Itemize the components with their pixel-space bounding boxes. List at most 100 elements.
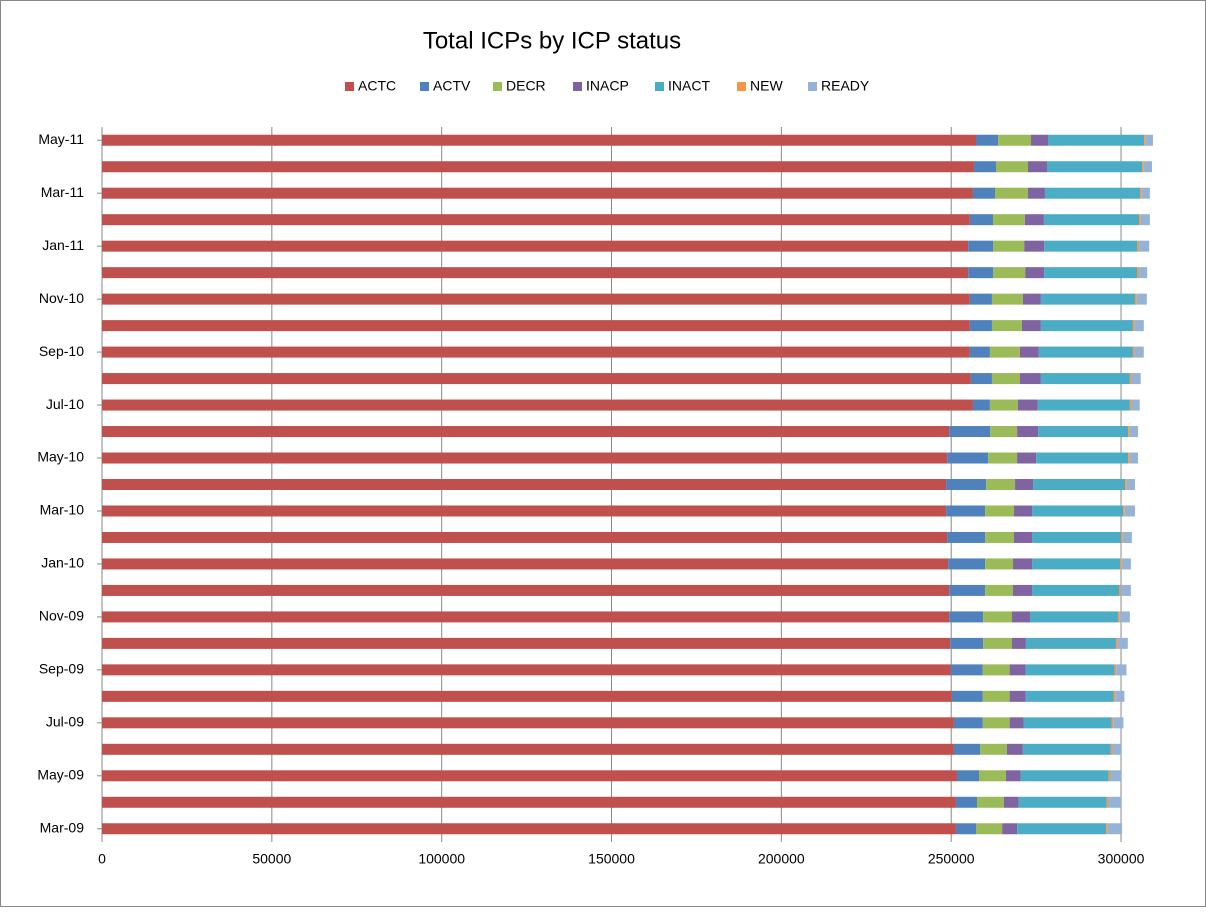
bar-segment	[102, 134, 976, 146]
bar-segment	[1129, 452, 1139, 464]
bar-segment	[991, 293, 1023, 305]
y-tick-label: Jul-10	[46, 396, 84, 412]
bar-segment	[949, 611, 984, 623]
bar-segment	[1009, 664, 1026, 676]
bar-segment	[1132, 320, 1135, 332]
bar-segment	[1038, 346, 1133, 358]
bar-segment	[983, 611, 1012, 623]
legend-swatch	[573, 82, 582, 91]
bar-segment	[1119, 611, 1130, 623]
bar-segment	[982, 717, 1010, 729]
bar-segment	[1019, 346, 1039, 358]
x-tick-label: 250000	[928, 851, 975, 867]
bar-segment	[1020, 770, 1109, 782]
bar-segment	[102, 479, 947, 490]
bar-segment	[1017, 426, 1039, 438]
bar-segment	[1113, 717, 1124, 729]
bar-segment	[1002, 823, 1018, 835]
bar-segment	[1122, 531, 1132, 543]
bar-segment	[1110, 770, 1122, 782]
bar-segment	[955, 796, 978, 808]
bar-segment	[102, 187, 973, 199]
bar-segment	[102, 796, 956, 808]
x-tick-label: 50000	[252, 851, 291, 867]
bar-segment	[1134, 320, 1144, 332]
bar-segment	[1036, 452, 1129, 464]
bar-segment	[1019, 373, 1041, 385]
bar-segment	[983, 637, 1012, 649]
bar-segment	[950, 664, 983, 676]
bar-segment	[1027, 187, 1045, 199]
bar-segment	[1106, 796, 1109, 808]
bar-segment	[953, 717, 983, 729]
bar-segment	[1024, 214, 1044, 226]
bar-segment	[953, 743, 981, 755]
y-tick-label: May-11	[38, 131, 84, 147]
bar-segment	[1038, 426, 1129, 438]
bar-segment	[975, 823, 1003, 835]
bar-segment	[1144, 134, 1146, 146]
bar-segment	[1111, 717, 1114, 729]
bar-segment	[1009, 717, 1024, 729]
bar-segment	[1017, 452, 1037, 464]
bar-segment	[969, 320, 992, 332]
bar-segment	[993, 267, 1026, 279]
bar-segment	[949, 584, 986, 596]
x-tick-label: 150000	[588, 851, 635, 867]
bar-segment	[1129, 373, 1132, 385]
legend-swatch	[345, 82, 354, 91]
chart-title: Total ICPs by ICP status	[423, 27, 681, 54]
y-tick-label: Sep-10	[39, 343, 84, 359]
bar-segment	[1113, 690, 1116, 702]
bar-segment	[1140, 214, 1150, 226]
bar-segment	[1003, 796, 1019, 808]
bar-segment	[968, 240, 994, 252]
bar-segment	[1120, 558, 1122, 570]
bar-segment	[1011, 637, 1026, 649]
bar-segment	[1015, 479, 1034, 490]
bar-segment	[990, 426, 1018, 438]
bar-segment	[969, 214, 993, 226]
bar-segment	[950, 637, 984, 649]
bar-segment	[1131, 373, 1141, 385]
bar-segment	[988, 452, 1018, 464]
bar-segment	[1044, 267, 1138, 279]
bar-segment	[1040, 320, 1133, 332]
bar-segment	[1134, 346, 1144, 358]
bar-segment	[1013, 584, 1033, 596]
bar-segment	[995, 187, 1028, 199]
bar-segment	[1115, 690, 1125, 702]
bar-segment	[1114, 664, 1117, 676]
bar-segment	[1117, 611, 1120, 623]
bar-segment	[970, 373, 992, 385]
bar-segment	[102, 664, 951, 676]
bar-segment	[977, 796, 1004, 808]
bar-segment	[1134, 293, 1137, 305]
bar-segment	[989, 346, 1020, 358]
bar-segment	[102, 823, 956, 835]
bar-segment	[1044, 240, 1138, 252]
legend-swatch	[493, 82, 502, 91]
bar-segment	[1124, 505, 1135, 517]
bar-segment	[1022, 743, 1111, 755]
bar-segment	[1117, 637, 1128, 649]
bar-segment	[102, 637, 951, 649]
bar-segment	[102, 584, 950, 596]
bar-segment	[1009, 690, 1026, 702]
bar-segment	[1031, 134, 1049, 146]
bar-segment	[1108, 770, 1111, 782]
bar-segment	[979, 770, 1006, 782]
bar-segment	[996, 161, 1028, 173]
bar-segment	[1128, 426, 1130, 438]
legend-swatch	[420, 82, 429, 91]
x-tick-label: 200000	[758, 851, 805, 867]
bar-segment	[1025, 690, 1114, 702]
bar-segment	[972, 187, 996, 199]
bar-segment	[982, 690, 1010, 702]
bar-segment	[947, 531, 986, 543]
bar-segment	[1017, 399, 1038, 411]
bar-segment	[1118, 584, 1121, 596]
bar-segment	[1021, 320, 1041, 332]
bar-segment	[102, 770, 957, 782]
